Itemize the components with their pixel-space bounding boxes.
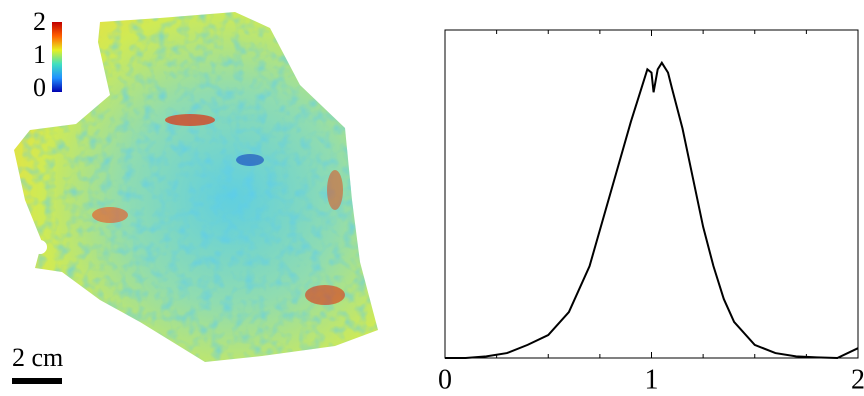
histogram-line: [445, 60, 859, 360]
x-tick-label: 0: [438, 364, 452, 395]
scale-bar-label: 2 cm: [12, 343, 63, 372]
colorbar-tick-label: 2: [33, 7, 46, 36]
x-tick-label: 1: [645, 364, 659, 395]
colorbar: [52, 22, 62, 92]
scale-bar: [12, 378, 62, 384]
map-panel: 2 cm: [12, 12, 378, 384]
colorbar-tick-label: 1: [33, 40, 46, 69]
x-tick-label: 2: [851, 364, 864, 395]
colorbar-tick-label: 0: [33, 73, 46, 102]
